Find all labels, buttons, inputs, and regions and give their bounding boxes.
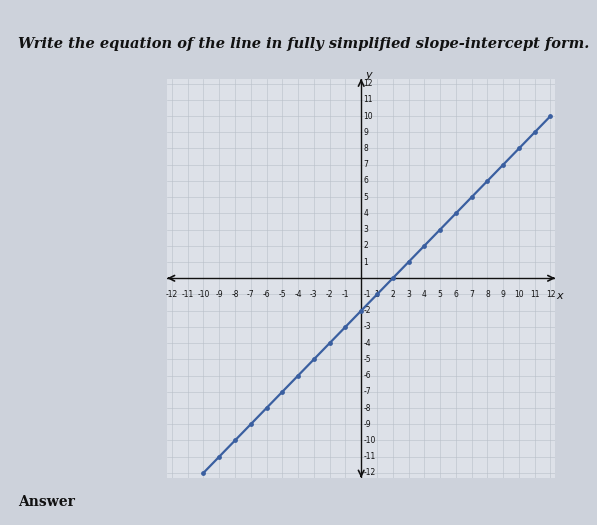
Text: 9: 9 [364, 128, 368, 137]
Text: -6: -6 [263, 290, 270, 299]
Point [246, 420, 256, 428]
Point [420, 242, 429, 250]
Text: -3: -3 [364, 322, 371, 331]
Text: 2: 2 [390, 290, 395, 299]
Text: -1: -1 [341, 290, 349, 299]
Text: 1: 1 [364, 258, 368, 267]
Point [214, 453, 224, 461]
Text: -4: -4 [294, 290, 302, 299]
Text: -12: -12 [364, 468, 376, 477]
Text: 1: 1 [374, 290, 379, 299]
Text: 6: 6 [453, 290, 458, 299]
Point [435, 225, 445, 234]
Text: y: y [365, 69, 372, 80]
Text: 6: 6 [364, 176, 368, 185]
Text: 11: 11 [530, 290, 540, 299]
Text: -8: -8 [364, 404, 371, 413]
Text: 12: 12 [546, 290, 555, 299]
Text: -11: -11 [364, 452, 376, 461]
Text: -6: -6 [364, 371, 371, 380]
Point [278, 387, 287, 396]
Text: Answer: Answer [18, 495, 75, 509]
Point [372, 290, 381, 299]
Point [467, 193, 476, 202]
Text: 11: 11 [364, 96, 373, 104]
Text: -10: -10 [364, 436, 376, 445]
Text: -7: -7 [247, 290, 254, 299]
Text: 8: 8 [364, 144, 368, 153]
Text: -9: -9 [216, 290, 223, 299]
Text: 7: 7 [469, 290, 474, 299]
Text: -2: -2 [326, 290, 333, 299]
Text: 9: 9 [501, 290, 506, 299]
Text: -10: -10 [197, 290, 210, 299]
Text: 5: 5 [438, 290, 442, 299]
Text: 10: 10 [364, 111, 373, 121]
Text: Write the equation of the line in fully simplified slope-intercept form.: Write the equation of the line in fully … [18, 37, 589, 51]
Text: -1: -1 [364, 290, 371, 299]
Text: 12: 12 [364, 79, 373, 88]
Text: 10: 10 [514, 290, 524, 299]
Point [293, 371, 303, 380]
Point [451, 209, 461, 217]
Point [341, 323, 350, 331]
Text: 4: 4 [364, 209, 368, 218]
Text: -7: -7 [364, 387, 371, 396]
Text: 7: 7 [364, 160, 368, 169]
Text: -11: -11 [181, 290, 194, 299]
Text: -5: -5 [364, 355, 371, 364]
Text: -9: -9 [364, 419, 371, 429]
Point [230, 436, 240, 445]
Text: 3: 3 [406, 290, 411, 299]
Point [199, 469, 208, 477]
Text: 5: 5 [364, 193, 368, 202]
Text: -8: -8 [231, 290, 239, 299]
Point [482, 177, 492, 185]
Text: 3: 3 [364, 225, 368, 234]
Point [530, 128, 540, 136]
Point [514, 144, 524, 153]
Text: -2: -2 [364, 306, 371, 315]
Point [498, 161, 508, 169]
Text: 8: 8 [485, 290, 490, 299]
Point [388, 274, 398, 282]
Point [356, 307, 366, 315]
Text: -5: -5 [279, 290, 286, 299]
Text: -4: -4 [364, 339, 371, 348]
Text: -12: -12 [166, 290, 178, 299]
Point [261, 404, 271, 412]
Text: 2: 2 [364, 242, 368, 250]
Text: -3: -3 [310, 290, 318, 299]
Point [309, 355, 319, 363]
Text: x: x [556, 291, 562, 301]
Text: 4: 4 [422, 290, 427, 299]
Point [325, 339, 334, 348]
Point [546, 112, 555, 120]
Point [404, 258, 413, 266]
